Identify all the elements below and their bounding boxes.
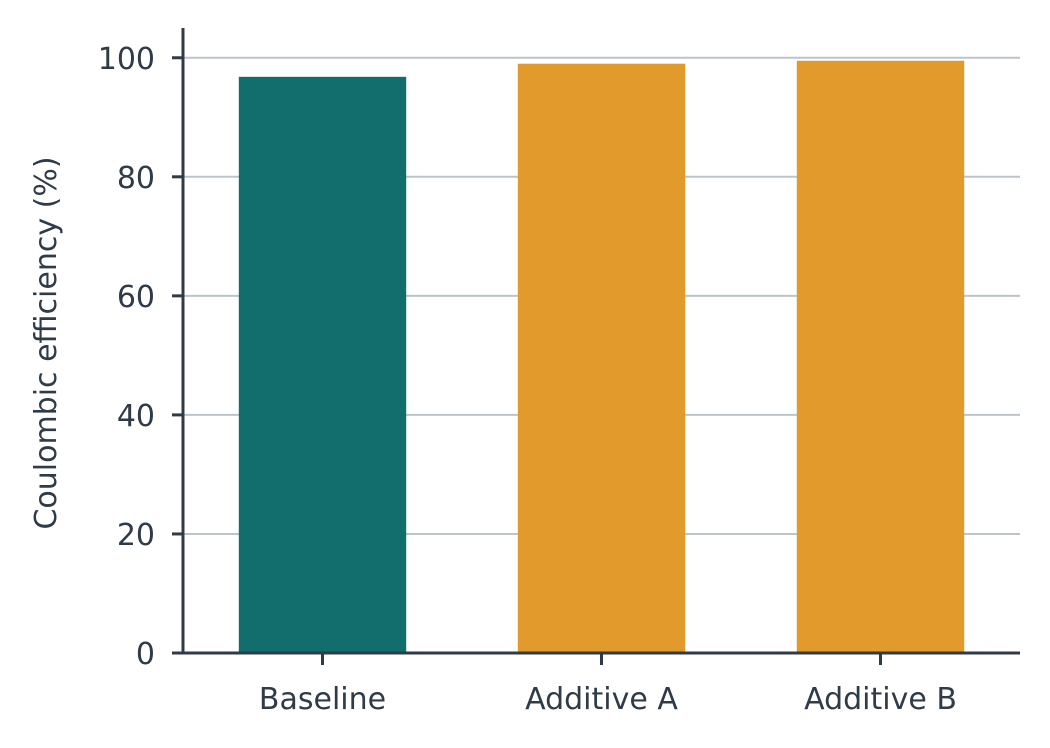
bar-additive-a xyxy=(517,63,686,653)
y-tick-label: 40 xyxy=(117,399,155,434)
bars xyxy=(238,60,965,654)
y-ticks: 0 20 40 60 80 100 xyxy=(98,42,183,672)
y-tick-label: 80 xyxy=(117,161,155,196)
y-axis-title: Coulombic efficiency (%) xyxy=(29,156,64,529)
y-tick-label: 20 xyxy=(117,518,155,553)
y-tick-label: 100 xyxy=(98,42,155,77)
x-tick-label: Additive A xyxy=(525,682,678,717)
x-ticks: Baseline Additive A Additive B xyxy=(259,653,957,717)
x-tick-label: Baseline xyxy=(259,682,386,717)
y-tick-label: 60 xyxy=(117,280,155,315)
y-tick-label: 0 xyxy=(136,637,155,672)
x-tick-label: Additive B xyxy=(804,682,957,717)
bar-additive-b xyxy=(796,60,965,653)
bar-baseline xyxy=(238,76,407,654)
